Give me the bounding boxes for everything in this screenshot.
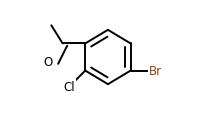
Text: Br: Br (149, 65, 162, 77)
Text: O: O (43, 56, 52, 68)
Text: Cl: Cl (64, 80, 75, 93)
